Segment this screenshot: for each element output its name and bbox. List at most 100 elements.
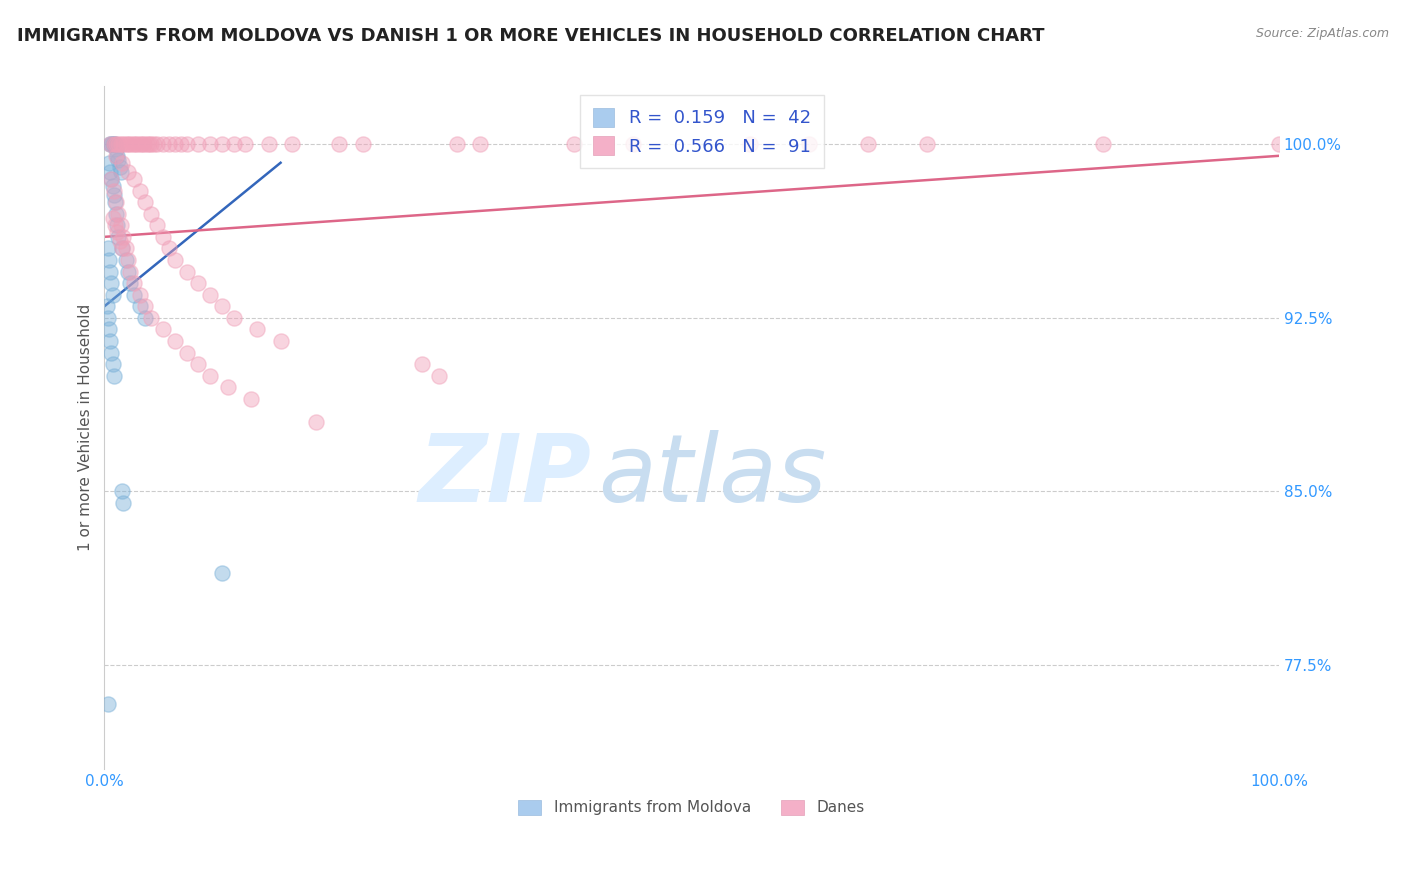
Point: [352, 137, 374, 152]
Point: [122, 287, 145, 301]
Point: [112, 137, 135, 152]
Point: [105, 225, 128, 239]
Text: ZIP: ZIP: [419, 430, 592, 522]
Point: [141, 137, 163, 152]
Point: [98, 137, 121, 152]
Point: [97, 310, 120, 325]
Point: [98, 155, 121, 169]
Point: [134, 310, 156, 325]
Point: [122, 172, 145, 186]
Point: [104, 137, 127, 152]
Point: [111, 241, 134, 255]
Point: [110, 165, 132, 179]
Point: [187, 357, 209, 371]
Point: [98, 334, 121, 348]
Point: [100, 172, 122, 186]
Point: [240, 392, 263, 406]
Point: [105, 207, 128, 221]
Point: [222, 137, 245, 152]
Point: [117, 165, 139, 179]
Point: [427, 368, 450, 383]
Point: [198, 287, 221, 301]
Point: [163, 252, 186, 267]
Point: [103, 184, 125, 198]
Point: [101, 137, 124, 152]
Point: [105, 195, 128, 210]
Point: [141, 207, 163, 221]
Point: [108, 161, 131, 175]
Point: [211, 299, 233, 313]
Y-axis label: 1 or more Vehicles in Household: 1 or more Vehicles in Household: [79, 304, 93, 551]
Text: IMMIGRANTS FROM MOLDOVA VS DANISH 1 OR MORE VEHICLES IN HOUSEHOLD CORRELATION CH: IMMIGRANTS FROM MOLDOVA VS DANISH 1 OR M…: [17, 27, 1045, 45]
Point: [270, 334, 292, 348]
Point: [187, 276, 209, 290]
Legend: Immigrants from Moldova, Danes: Immigrants from Moldova, Danes: [510, 792, 873, 823]
Point: [120, 276, 142, 290]
Point: [117, 264, 139, 278]
Point: [328, 137, 350, 152]
Point: [915, 137, 938, 152]
Point: [146, 137, 169, 152]
Point: [105, 142, 128, 156]
Point: [135, 137, 157, 152]
Point: [233, 137, 256, 152]
Point: [96, 299, 118, 313]
Point: [740, 137, 762, 152]
Point: [121, 137, 143, 152]
Point: [103, 188, 125, 202]
Point: [621, 137, 644, 152]
Point: [111, 241, 134, 255]
Point: [108, 235, 131, 249]
Point: [211, 566, 233, 580]
Point: [281, 137, 304, 152]
Point: [246, 322, 269, 336]
Point: [562, 137, 585, 152]
Point: [1091, 137, 1114, 152]
Point: [111, 155, 134, 169]
Point: [211, 137, 233, 152]
Point: [122, 276, 145, 290]
Point: [446, 137, 468, 152]
Point: [97, 241, 120, 255]
Point: [198, 368, 221, 383]
Point: [110, 137, 132, 152]
Point: [98, 252, 121, 267]
Point: [101, 211, 124, 226]
Point: [103, 137, 125, 152]
Point: [131, 137, 153, 152]
Point: [152, 230, 174, 244]
Point: [134, 195, 156, 210]
Point: [103, 137, 125, 152]
Point: [128, 287, 150, 301]
Point: [101, 287, 124, 301]
Point: [797, 137, 820, 152]
Point: [124, 137, 146, 152]
Point: [856, 137, 879, 152]
Point: [217, 380, 239, 394]
Point: [110, 219, 132, 233]
Point: [187, 137, 209, 152]
Point: [104, 219, 127, 233]
Point: [128, 299, 150, 313]
Point: [104, 195, 127, 210]
Point: [146, 219, 169, 233]
Point: [470, 137, 492, 152]
Point: [100, 172, 122, 186]
Point: [114, 252, 136, 267]
Point: [127, 137, 149, 152]
Point: [157, 241, 180, 255]
Point: [198, 137, 221, 152]
Point: [100, 345, 122, 359]
Point: [163, 334, 186, 348]
Point: [411, 357, 433, 371]
Point: [107, 207, 129, 221]
Point: [152, 137, 174, 152]
Point: [176, 137, 198, 152]
Point: [257, 137, 280, 152]
Point: [107, 153, 129, 168]
Point: [157, 137, 180, 152]
Point: [105, 149, 128, 163]
Point: [98, 137, 121, 152]
Point: [134, 137, 156, 152]
Point: [112, 230, 135, 244]
